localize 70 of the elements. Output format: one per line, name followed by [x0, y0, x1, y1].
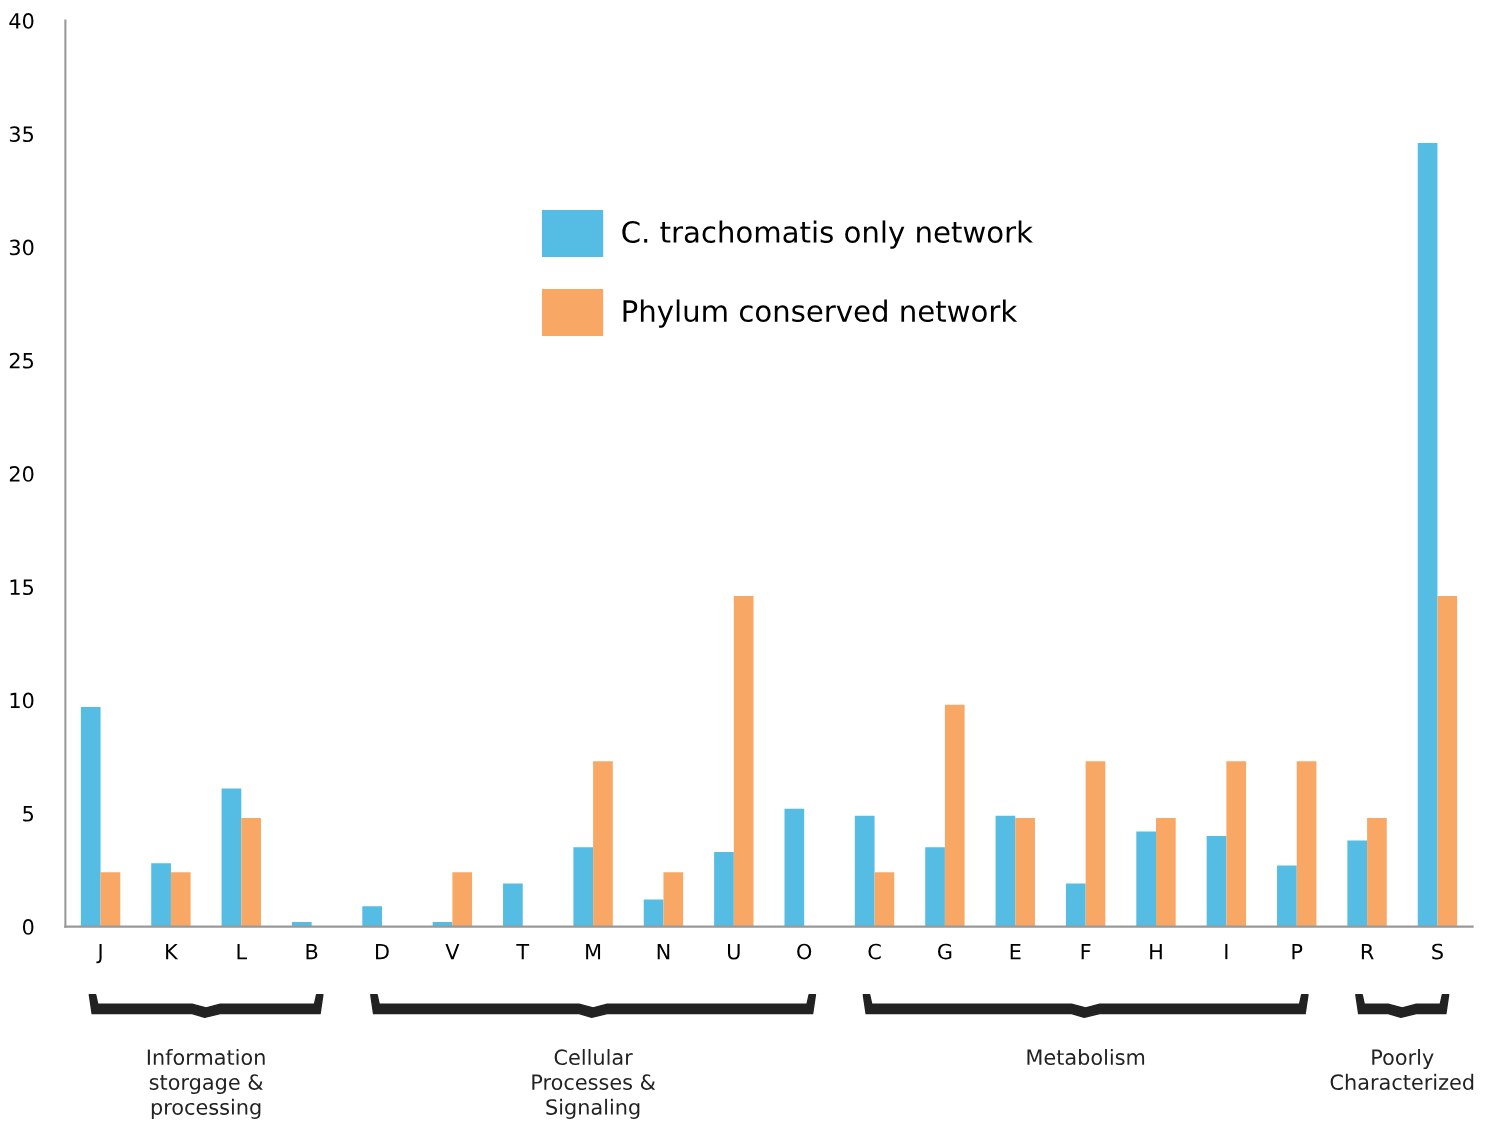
x-tick-label: N	[657, 943, 670, 960]
bar	[573, 847, 594, 927]
bar	[874, 872, 895, 927]
x-tick-label: M	[586, 943, 601, 960]
x-tick-label: E	[1010, 943, 1021, 960]
bar	[1367, 817, 1387, 927]
x-tick-label: O	[797, 943, 812, 960]
x-tick-label: H	[1150, 943, 1162, 960]
x-tick-label: R	[1361, 943, 1374, 960]
text: Poorly Characterized	[1330, 1048, 1474, 1090]
x-tick-label: D	[376, 943, 389, 960]
x-tick-label: V	[445, 943, 460, 960]
bar	[944, 704, 965, 927]
y-tick-label: 0	[22, 919, 34, 935]
bar	[995, 815, 1016, 927]
bar	[1347, 840, 1368, 927]
y-tick-label: 25	[9, 352, 34, 369]
text: Information storgage & processing	[147, 1048, 265, 1119]
bar	[663, 872, 684, 927]
y-tick-label: 10	[10, 692, 34, 709]
x-tick-label: S	[1432, 943, 1443, 960]
bar	[1065, 883, 1086, 927]
bar	[643, 899, 664, 927]
x-tick-label: L	[237, 943, 247, 960]
x-tick-label: F	[1081, 943, 1091, 960]
bar	[1015, 817, 1035, 927]
x-tick-label: I	[1225, 943, 1228, 960]
bar	[593, 761, 613, 927]
text: Metabolism	[1027, 1048, 1145, 1066]
bar	[291, 922, 312, 927]
bar	[854, 815, 875, 927]
bar	[714, 851, 734, 927]
bar	[362, 906, 383, 927]
bar	[1156, 817, 1176, 927]
y-tick-label: 40	[9, 13, 34, 29]
bar	[503, 883, 523, 927]
bar	[1437, 595, 1458, 927]
bar	[784, 808, 805, 927]
legend-label: C. trachomatis only network	[622, 220, 1033, 249]
x-tick-label: B	[306, 943, 318, 960]
bar	[80, 706, 101, 927]
x-tick-label: U	[728, 943, 740, 960]
bar	[1136, 831, 1156, 927]
x-tick-label: T	[516, 943, 530, 960]
bar	[925, 847, 945, 927]
bar	[221, 788, 242, 927]
y-tick-label: 5	[23, 806, 34, 822]
y-tick-label: 35	[9, 126, 34, 143]
legend-label: Phylum conserved network	[623, 299, 1018, 328]
text: Cellular Processes & Signaling	[532, 1048, 656, 1119]
y-tick-label: 20	[9, 466, 34, 482]
bar	[1206, 836, 1227, 927]
y-tick-label: 15	[10, 579, 34, 596]
bar	[151, 863, 171, 927]
x-tick-label: J	[96, 943, 102, 964]
bar	[241, 817, 261, 927]
bar	[1417, 142, 1438, 927]
bar	[1226, 761, 1247, 927]
bar	[170, 872, 191, 927]
bar	[1277, 865, 1297, 927]
y-tick-label: 30	[9, 239, 34, 256]
x-tick-label: P	[1292, 943, 1303, 960]
bar	[1085, 761, 1106, 927]
bar	[100, 872, 121, 927]
x-tick-label: K	[166, 943, 179, 960]
bar	[733, 595, 754, 927]
bar	[1296, 761, 1317, 927]
bar	[452, 872, 473, 927]
x-tick-label: G	[938, 943, 952, 960]
x-tick-label: C	[868, 943, 881, 960]
